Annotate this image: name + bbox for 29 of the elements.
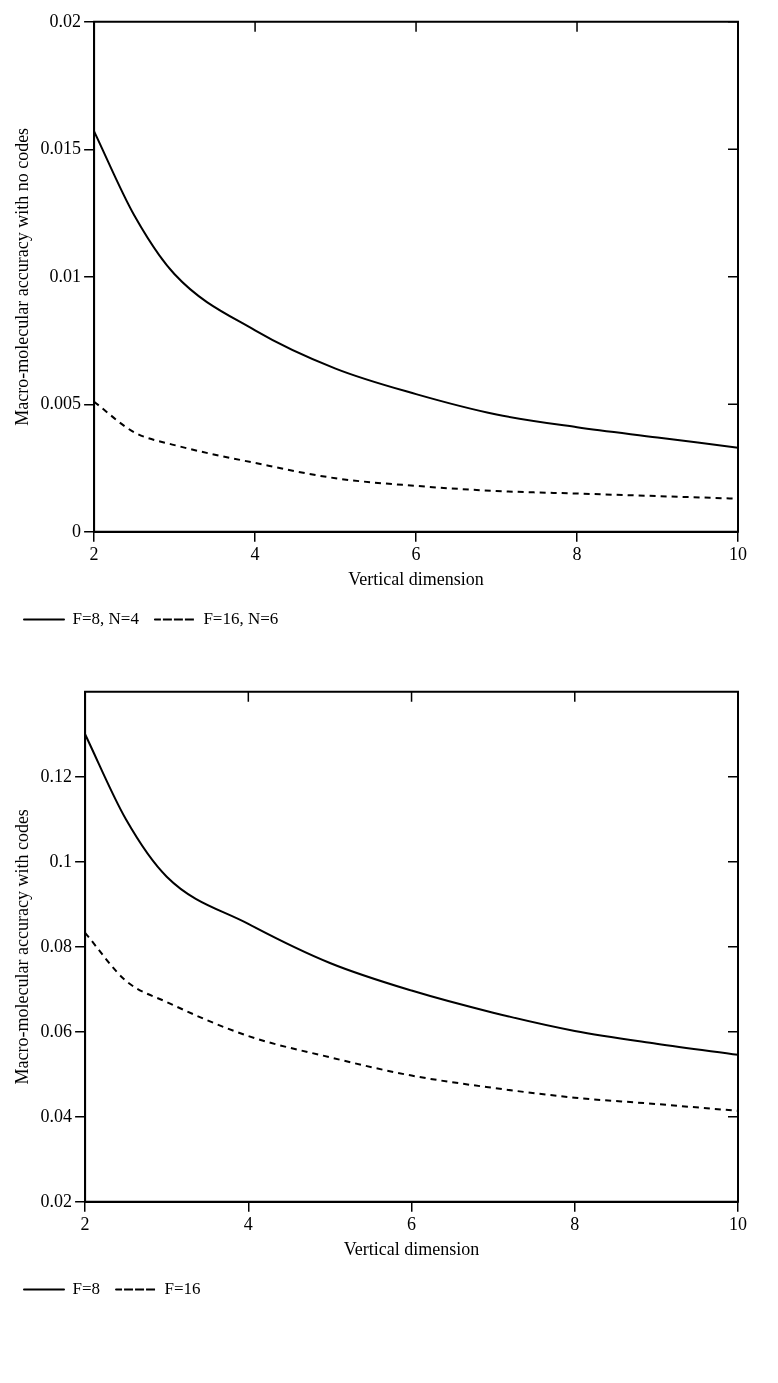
y-tick-label: 0.1 xyxy=(49,850,73,871)
y-tick-label: 0.06 xyxy=(40,1020,73,1041)
y-tick-label: 0.02 xyxy=(49,10,82,31)
x-tick-label: 4 xyxy=(243,1214,253,1235)
x-tick-label: 6 xyxy=(411,544,421,565)
x-tick-label: 6 xyxy=(407,1214,417,1235)
y-tick-label: 0.12 xyxy=(40,765,73,786)
y-tick-label: 0.005 xyxy=(40,393,82,414)
x-tick-label: 2 xyxy=(80,1214,90,1235)
y-tick-label: 0.04 xyxy=(40,1105,73,1126)
x-axis-title: Vertical dimension xyxy=(348,568,484,589)
x-tick-label: 10 xyxy=(729,544,747,565)
y-tick-label: 0 xyxy=(72,520,82,541)
y-axis-title: Macro-molecular accuracy with no codes xyxy=(11,127,32,426)
y-tick-label: 0.01 xyxy=(49,265,82,286)
legend-label: F=8 xyxy=(72,1278,101,1298)
legend-label: F=8, N=4 xyxy=(72,608,140,628)
x-tick-label: 10 xyxy=(729,1214,747,1235)
y-tick-label: 0.02 xyxy=(40,1190,73,1211)
x-tick-label: 8 xyxy=(572,544,582,565)
legend-label: F=16 xyxy=(164,1278,201,1298)
x-tick-label: 8 xyxy=(570,1214,580,1235)
y-tick-label: 0.015 xyxy=(40,138,82,159)
x-tick-label: 4 xyxy=(250,544,260,565)
x-axis-title: Vertical dimension xyxy=(343,1238,480,1259)
y-axis-title: Macro-molecular accuracy with codes xyxy=(11,809,32,1085)
legend-label: F=16, N=6 xyxy=(203,608,279,628)
y-tick-label: 0.08 xyxy=(40,935,73,956)
x-tick-label: 2 xyxy=(89,544,99,565)
